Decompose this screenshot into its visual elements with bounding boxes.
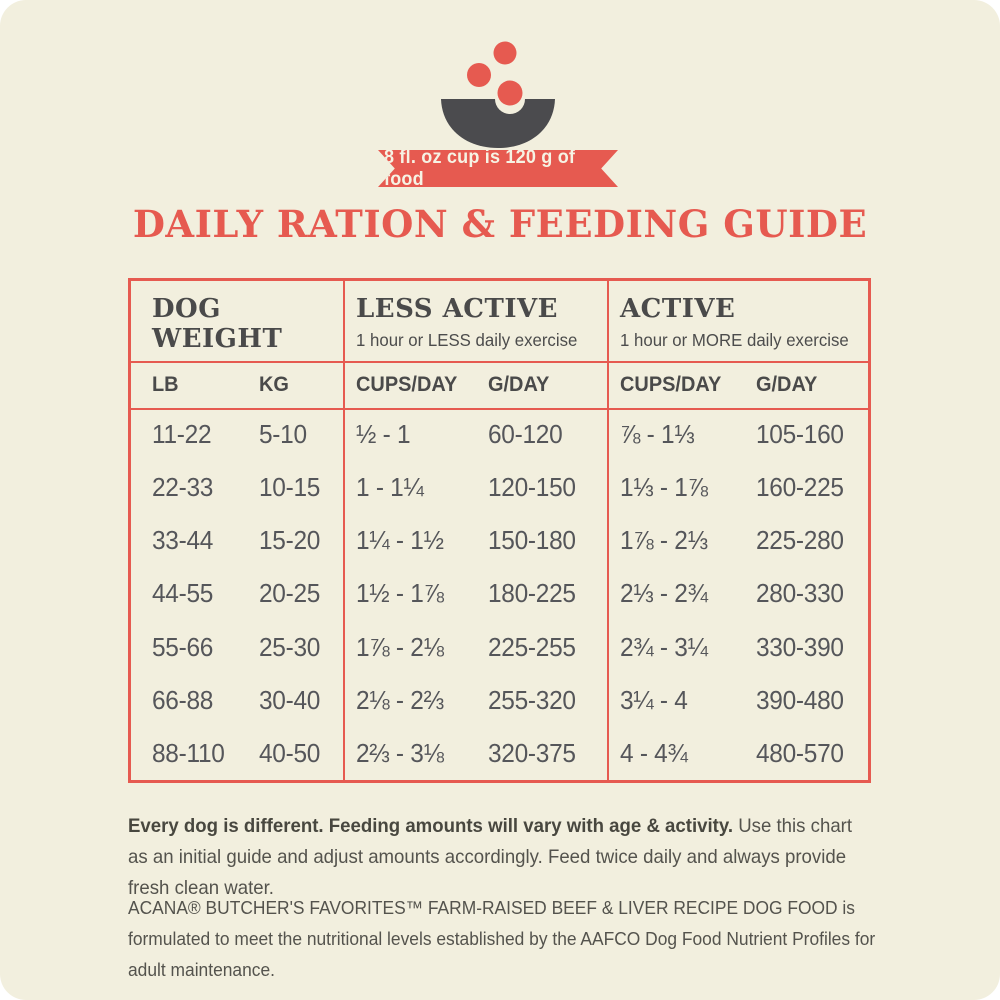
table-cell: 150-180 — [488, 525, 576, 556]
table-cell: 1⅞ - 2⅓ — [620, 525, 708, 556]
group-title: DOG — [152, 294, 221, 324]
table-cell: 225-280 — [756, 525, 844, 556]
group-subtitle: 1 hour or LESS daily exercise — [356, 330, 578, 351]
table-cell: 11-22 — [152, 419, 212, 450]
column-header-g-day: G/DAY — [488, 372, 550, 396]
column-header-kg: KG — [259, 372, 289, 396]
aafco-statement: ACANA® BUTCHER'S FAVORITES™ FARM-RAISED … — [128, 897, 876, 980]
cup-measure-banner: 8 fl. oz cup is 120 g of food — [378, 150, 618, 187]
table-cell: 40-50 — [259, 737, 321, 768]
bowl-shape — [441, 99, 555, 148]
table-cell: 22-33 — [152, 472, 214, 503]
column-group-less-active: LESS ACTIVE 1 hour or LESS daily exercis… — [340, 281, 604, 361]
group-subtitle: 1 hour or MORE daily exercise — [620, 330, 849, 351]
table-cell: 30-40 — [259, 684, 321, 715]
table-cell: 3¼ - 4 — [620, 684, 688, 715]
table-cell: 160-225 — [756, 472, 844, 503]
table-cell: 2⅓ - 2¾ — [620, 578, 708, 609]
column-group-active: ACTIVE 1 hour or MORE daily exercise — [604, 281, 868, 361]
footnote-bold-text: Every dog is different. Feeding amounts … — [128, 815, 734, 837]
table-cell: 1 - 1¼ — [356, 472, 424, 503]
table-cell: 320-375 — [488, 737, 576, 768]
table-cell: 15-20 — [259, 525, 321, 556]
table-cell: 88-110 — [152, 737, 225, 768]
table-cell: 66-88 — [152, 684, 214, 715]
table-cell: 390-480 — [756, 684, 844, 715]
table-cell: 120-150 — [488, 472, 576, 503]
table-cell: 225-255 — [488, 631, 576, 662]
table-cell: 5-10 — [259, 419, 307, 450]
column-header-cups-day: CUPS/DAY — [620, 372, 722, 396]
table-cell: ⅞ - 1⅓ — [620, 419, 695, 450]
table-cell: 20-25 — [259, 578, 321, 609]
table-cell: 10-15 — [259, 472, 321, 503]
table-cell: 33-44 — [152, 525, 214, 556]
cup-measure-label: 8 fl. oz cup is 120 g of food — [384, 146, 576, 190]
column-header-lb: LB — [152, 372, 179, 396]
feeding-table: DOG WEIGHT LESS ACTIVE 1 hour or LESS da… — [128, 278, 871, 783]
kibble-dot-icon — [493, 41, 517, 65]
page-title: DAILY RATION & FEEDING GUIDE — [132, 202, 868, 246]
table-cell: 330-390 — [756, 631, 844, 662]
kibble-dot-icon — [467, 63, 491, 87]
footnote-regular-text: Use this chart as an initial guide and a… — [128, 815, 853, 899]
column-group-dog-weight: DOG WEIGHT — [131, 281, 340, 361]
table-cell: 60-120 — [488, 419, 563, 450]
column-header-cups-day: CUPS/DAY — [356, 372, 458, 396]
table-cell: 280-330 — [756, 578, 844, 609]
table-cell: 4 - 4¾ — [620, 737, 688, 768]
table-cell: 480-570 — [756, 737, 844, 768]
table-cell: 1⅞ - 2⅛ — [356, 631, 444, 662]
group-title: LESS ACTIVE — [356, 294, 558, 324]
table-cell: 25-30 — [259, 631, 321, 662]
table-cell: ½ - 1 — [356, 419, 411, 450]
table-cell: 44-55 — [152, 578, 214, 609]
table-cell: 105-160 — [756, 419, 844, 450]
bowl-icon — [440, 38, 560, 152]
column-header-g-day: G/DAY — [756, 372, 818, 396]
table-cell: 180-225 — [488, 578, 576, 609]
table-cell: 55-66 — [152, 631, 214, 662]
group-title: WEIGHT — [152, 324, 283, 355]
table-cell: 1½ - 1⅞ — [356, 578, 444, 609]
feeding-footnote: Every dog is different. Feeding amounts … — [128, 811, 873, 904]
table-cell: 2⅛ - 2⅔ — [356, 684, 444, 715]
table-cell: 1⅓ - 1⅞ — [620, 472, 708, 503]
table-cell: 2¾ - 3¼ — [620, 631, 708, 662]
group-title: ACTIVE — [620, 294, 736, 324]
table-cell: 255-320 — [488, 684, 576, 715]
table-cell: 1¼ - 1½ — [356, 525, 444, 556]
kibble-dot-icon — [497, 80, 523, 106]
bowl-kibble-graphic — [441, 41, 555, 148]
table-cell: 2⅔ - 3⅛ — [356, 737, 444, 768]
